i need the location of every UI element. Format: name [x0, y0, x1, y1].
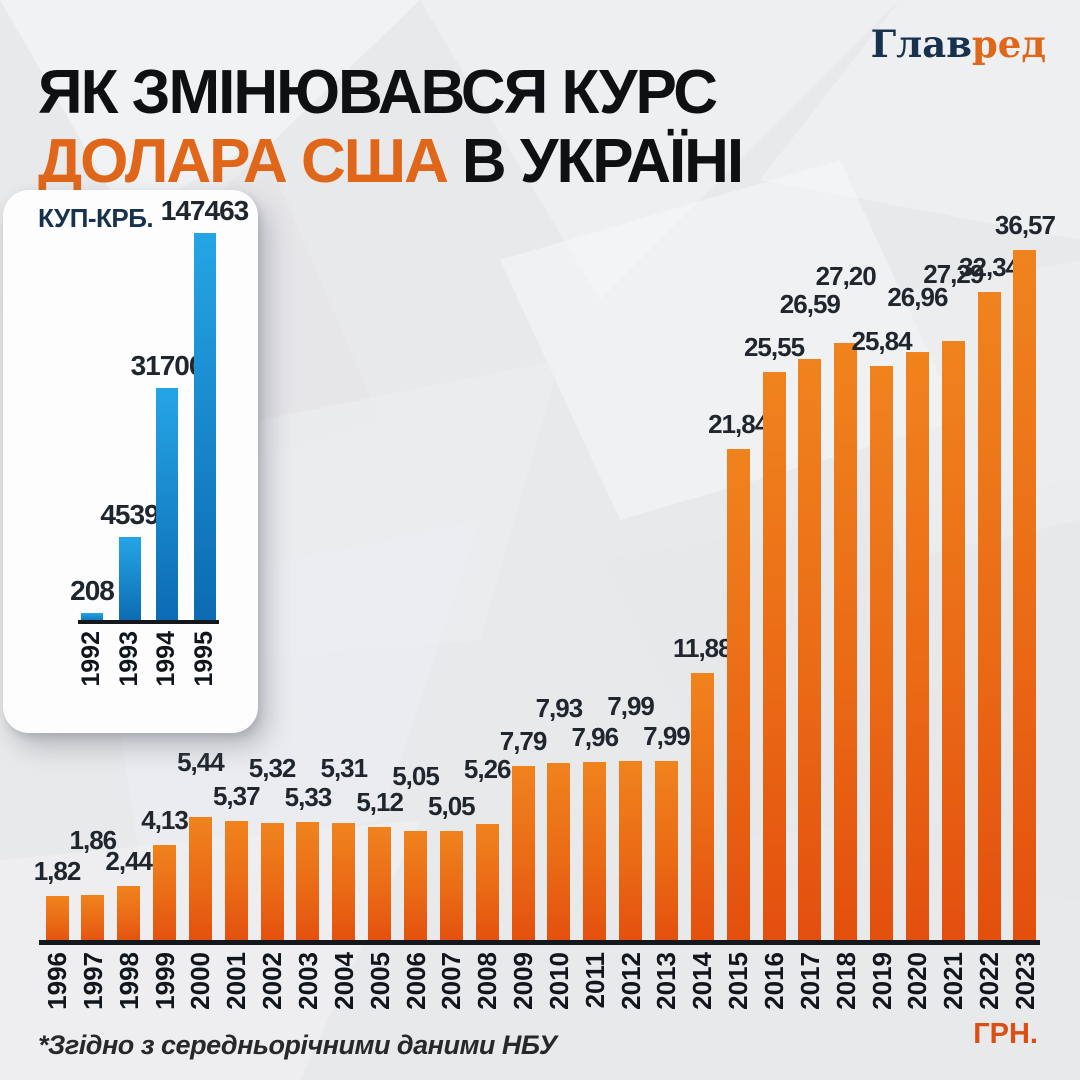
bar-2006 — [404, 831, 427, 944]
bar-2011 — [583, 762, 607, 944]
bar-value-label-2014: 11,88 — [672, 633, 733, 663]
inset-x-axis — [78, 620, 219, 624]
bar-2005 — [368, 827, 392, 944]
bar-1996 — [45, 896, 69, 944]
bar-value-label-1995: 147463 — [160, 195, 249, 226]
bar-value-label-2021: 27,29 — [923, 259, 984, 289]
bar-value-label-2008: 5,26 — [463, 754, 512, 784]
bar-value-label-2013: 7,99 — [643, 721, 691, 751]
bar-value-label-2020: 26,96 — [887, 282, 948, 312]
bar-1994 — [156, 388, 178, 623]
bar-value-label-1994: 31700 — [130, 350, 205, 381]
bar-2015 — [726, 449, 750, 944]
bar-value-label-2017: 26,59 — [779, 289, 841, 319]
bar-value-label-2023: 36,57 — [994, 210, 1056, 240]
bar-value-label-2011: 7,96 — [571, 722, 619, 752]
bar-year-label-1993: 1993 — [114, 631, 143, 687]
bar-2021 — [941, 341, 965, 944]
bar-value-label-1992: 208 — [70, 575, 115, 606]
bar-2008 — [475, 824, 499, 944]
bar-2022 — [977, 292, 1001, 944]
bar-2012 — [619, 761, 643, 944]
bar-value-label-2012: 7,99 — [607, 691, 655, 721]
bar-1992 — [81, 613, 103, 623]
bar-value-label-2001: 5,37 — [212, 781, 261, 811]
bar-2009 — [511, 766, 535, 944]
bar-2019 — [870, 366, 894, 944]
bar-value-label-2016: 25,55 — [743, 332, 805, 362]
page-title: ЯК ЗМІНЮВАВСЯ КУРС ДОЛАРА США В УКРАЇНІ — [38, 57, 744, 196]
bar-value-label-2004: 5,31 — [320, 753, 368, 783]
bar-2010 — [547, 763, 571, 944]
bar-value-label-2000: 5,44 — [177, 747, 225, 777]
bar-2018 — [834, 343, 858, 944]
bar-value-label-2003: 5,33 — [284, 782, 333, 812]
bar-value-label-2019: 25,84 — [851, 326, 913, 356]
glavred-logo: Главред — [871, 22, 1046, 66]
bar-2014 — [690, 673, 714, 944]
main-unit-label: ГРН. — [973, 1018, 1038, 1050]
title-accent-text: ДОЛАРА США — [38, 126, 449, 196]
bar-1999 — [153, 845, 177, 944]
bar-value-label-2022: 32,34 — [959, 252, 1020, 282]
bar-value-label-1996: 1,82 — [33, 856, 82, 886]
bar-2000 — [188, 817, 212, 944]
bar-value-label-2018: 27,20 — [815, 261, 877, 291]
bar-value-label-1993: 4539 — [100, 499, 159, 530]
title-line-2: ДОЛАРА США В УКРАЇНІ — [38, 126, 744, 196]
bar-value-label-2009: 7,79 — [499, 726, 548, 756]
title-line-1: ЯК ЗМІНЮВАВСЯ КУРС — [38, 57, 718, 127]
bar-2023 — [1013, 250, 1037, 944]
bar-2013 — [654, 761, 678, 944]
bar-2017 — [798, 359, 822, 944]
bar-2001 — [224, 821, 248, 944]
bar-1998 — [117, 886, 141, 944]
bar-2003 — [296, 822, 320, 944]
bar-2016 — [762, 372, 786, 944]
bar-value-label-1997: 1,86 — [69, 825, 118, 855]
logo-dark-part: Глав — [870, 22, 972, 66]
main-x-axis — [39, 940, 1040, 945]
bar-2007 — [439, 831, 463, 944]
inset-card — [3, 190, 258, 733]
bar-year-label-1995: 1995 — [189, 631, 218, 687]
bar-1995 — [193, 233, 216, 623]
title-rest-text: В УКРАЇНІ — [461, 126, 744, 196]
bar-2002 — [260, 823, 284, 944]
bar-value-label-1998: 2,44 — [105, 846, 153, 876]
bar-value-label-2015: 21,84 — [708, 409, 769, 439]
bar-value-label-1999: 4,13 — [141, 805, 189, 835]
bar-value-label-2005: 5,12 — [356, 787, 404, 817]
bar-value-label-2007: 5,05 — [428, 791, 476, 821]
bar-value-label-2006: 5,05 — [392, 761, 440, 791]
bar-1993 — [118, 537, 141, 623]
bar-2020 — [905, 352, 929, 944]
logo-accent-part: ред — [971, 22, 1046, 66]
bar-2004 — [332, 823, 356, 944]
bar-value-label-2010: 7,93 — [535, 693, 584, 723]
bar-year-label-1992: 1992 — [77, 631, 105, 687]
bar-1997 — [81, 895, 105, 944]
inset-unit-label: КУП-КРБ. — [38, 203, 154, 233]
bar-value-label-2002: 5,32 — [248, 753, 297, 783]
source-footnote: *Згідно з середньорічними даними НБУ — [38, 1030, 557, 1060]
bar-year-label-1994: 1994 — [152, 631, 180, 687]
